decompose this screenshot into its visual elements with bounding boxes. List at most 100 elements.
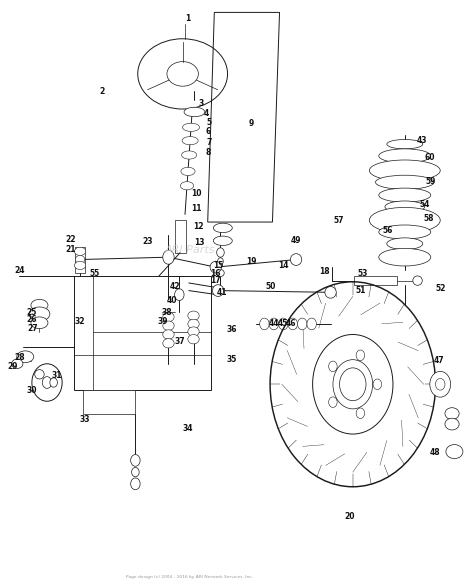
Text: 59: 59 [426, 177, 436, 185]
Text: Page design (c) 2004 - 2016 by ARI Network Services, Inc.: Page design (c) 2004 - 2016 by ARI Netwo… [126, 575, 253, 579]
Circle shape [373, 379, 382, 390]
Text: 19: 19 [246, 257, 256, 266]
Ellipse shape [385, 201, 425, 212]
Ellipse shape [387, 238, 423, 249]
Text: 28: 28 [14, 353, 25, 362]
Bar [174, 220, 186, 252]
Text: 11: 11 [191, 204, 202, 213]
Circle shape [328, 397, 337, 407]
Text: 12: 12 [193, 222, 203, 231]
Ellipse shape [307, 318, 317, 330]
Text: 54: 54 [420, 200, 430, 209]
Circle shape [356, 350, 365, 360]
Ellipse shape [279, 318, 288, 330]
Ellipse shape [217, 269, 224, 276]
Text: 2: 2 [100, 87, 105, 96]
Text: 48: 48 [430, 448, 441, 457]
Text: 18: 18 [319, 266, 330, 276]
Text: 51: 51 [356, 286, 366, 295]
Text: 31: 31 [51, 371, 62, 380]
Ellipse shape [131, 478, 140, 490]
Ellipse shape [446, 444, 463, 458]
Ellipse shape [74, 261, 86, 269]
Ellipse shape [75, 255, 85, 264]
Ellipse shape [298, 318, 307, 330]
Text: 15: 15 [213, 261, 223, 270]
Text: 44: 44 [269, 319, 279, 329]
Text: 4: 4 [204, 109, 209, 117]
Ellipse shape [291, 254, 302, 265]
Ellipse shape [163, 330, 174, 339]
Text: 23: 23 [142, 238, 153, 247]
Ellipse shape [31, 299, 48, 311]
Ellipse shape [379, 248, 431, 266]
Text: 6: 6 [205, 127, 210, 136]
Ellipse shape [132, 467, 139, 477]
Text: 60: 60 [425, 153, 435, 162]
Text: 8: 8 [206, 149, 211, 157]
Text: 25: 25 [26, 308, 36, 317]
Text: 52: 52 [435, 284, 446, 294]
Ellipse shape [260, 318, 269, 330]
Ellipse shape [182, 151, 197, 159]
Text: 33: 33 [80, 415, 90, 424]
Text: 21: 21 [65, 245, 76, 254]
Text: 35: 35 [226, 355, 237, 363]
Ellipse shape [325, 286, 336, 298]
Ellipse shape [184, 107, 205, 117]
Ellipse shape [131, 454, 140, 466]
Ellipse shape [31, 317, 48, 329]
Ellipse shape [369, 207, 440, 233]
Ellipse shape [375, 175, 434, 189]
Ellipse shape [445, 408, 459, 419]
Ellipse shape [74, 247, 86, 255]
Ellipse shape [269, 318, 279, 330]
Bar [83, 390, 136, 414]
Text: 49: 49 [291, 237, 301, 245]
Text: 39: 39 [157, 317, 168, 326]
Ellipse shape [217, 248, 224, 257]
Text: 1: 1 [185, 14, 190, 23]
Bar [354, 276, 397, 285]
Ellipse shape [188, 327, 199, 336]
Text: 16: 16 [210, 268, 221, 278]
Text: 55: 55 [89, 268, 100, 278]
Text: 50: 50 [266, 282, 276, 291]
Text: 20: 20 [344, 511, 355, 521]
Ellipse shape [163, 321, 174, 330]
Text: 10: 10 [191, 190, 202, 198]
Circle shape [430, 372, 451, 397]
Text: 58: 58 [423, 214, 434, 223]
Text: 14: 14 [278, 261, 289, 270]
Text: 46: 46 [286, 319, 297, 329]
Text: 34: 34 [182, 424, 192, 433]
Ellipse shape [188, 319, 199, 329]
Ellipse shape [445, 418, 459, 430]
Ellipse shape [212, 285, 224, 296]
Ellipse shape [387, 140, 423, 149]
Ellipse shape [210, 261, 221, 273]
Text: 3: 3 [199, 99, 204, 107]
Text: 5: 5 [206, 118, 211, 127]
Text: 53: 53 [357, 268, 367, 278]
Ellipse shape [182, 123, 200, 131]
Ellipse shape [35, 370, 44, 379]
Ellipse shape [11, 359, 23, 369]
Text: 56: 56 [382, 226, 392, 235]
Ellipse shape [213, 223, 232, 232]
Ellipse shape [288, 318, 298, 330]
Circle shape [328, 361, 337, 372]
Text: 47: 47 [434, 356, 445, 365]
Ellipse shape [379, 225, 431, 239]
Ellipse shape [188, 311, 199, 321]
Text: 43: 43 [417, 136, 428, 144]
Ellipse shape [188, 335, 199, 344]
Text: 32: 32 [75, 317, 85, 326]
Bar [74, 276, 211, 390]
Text: 7: 7 [207, 138, 212, 147]
Ellipse shape [163, 339, 174, 348]
Ellipse shape [413, 276, 422, 285]
Ellipse shape [163, 250, 174, 264]
Ellipse shape [181, 181, 193, 190]
Ellipse shape [379, 188, 431, 202]
